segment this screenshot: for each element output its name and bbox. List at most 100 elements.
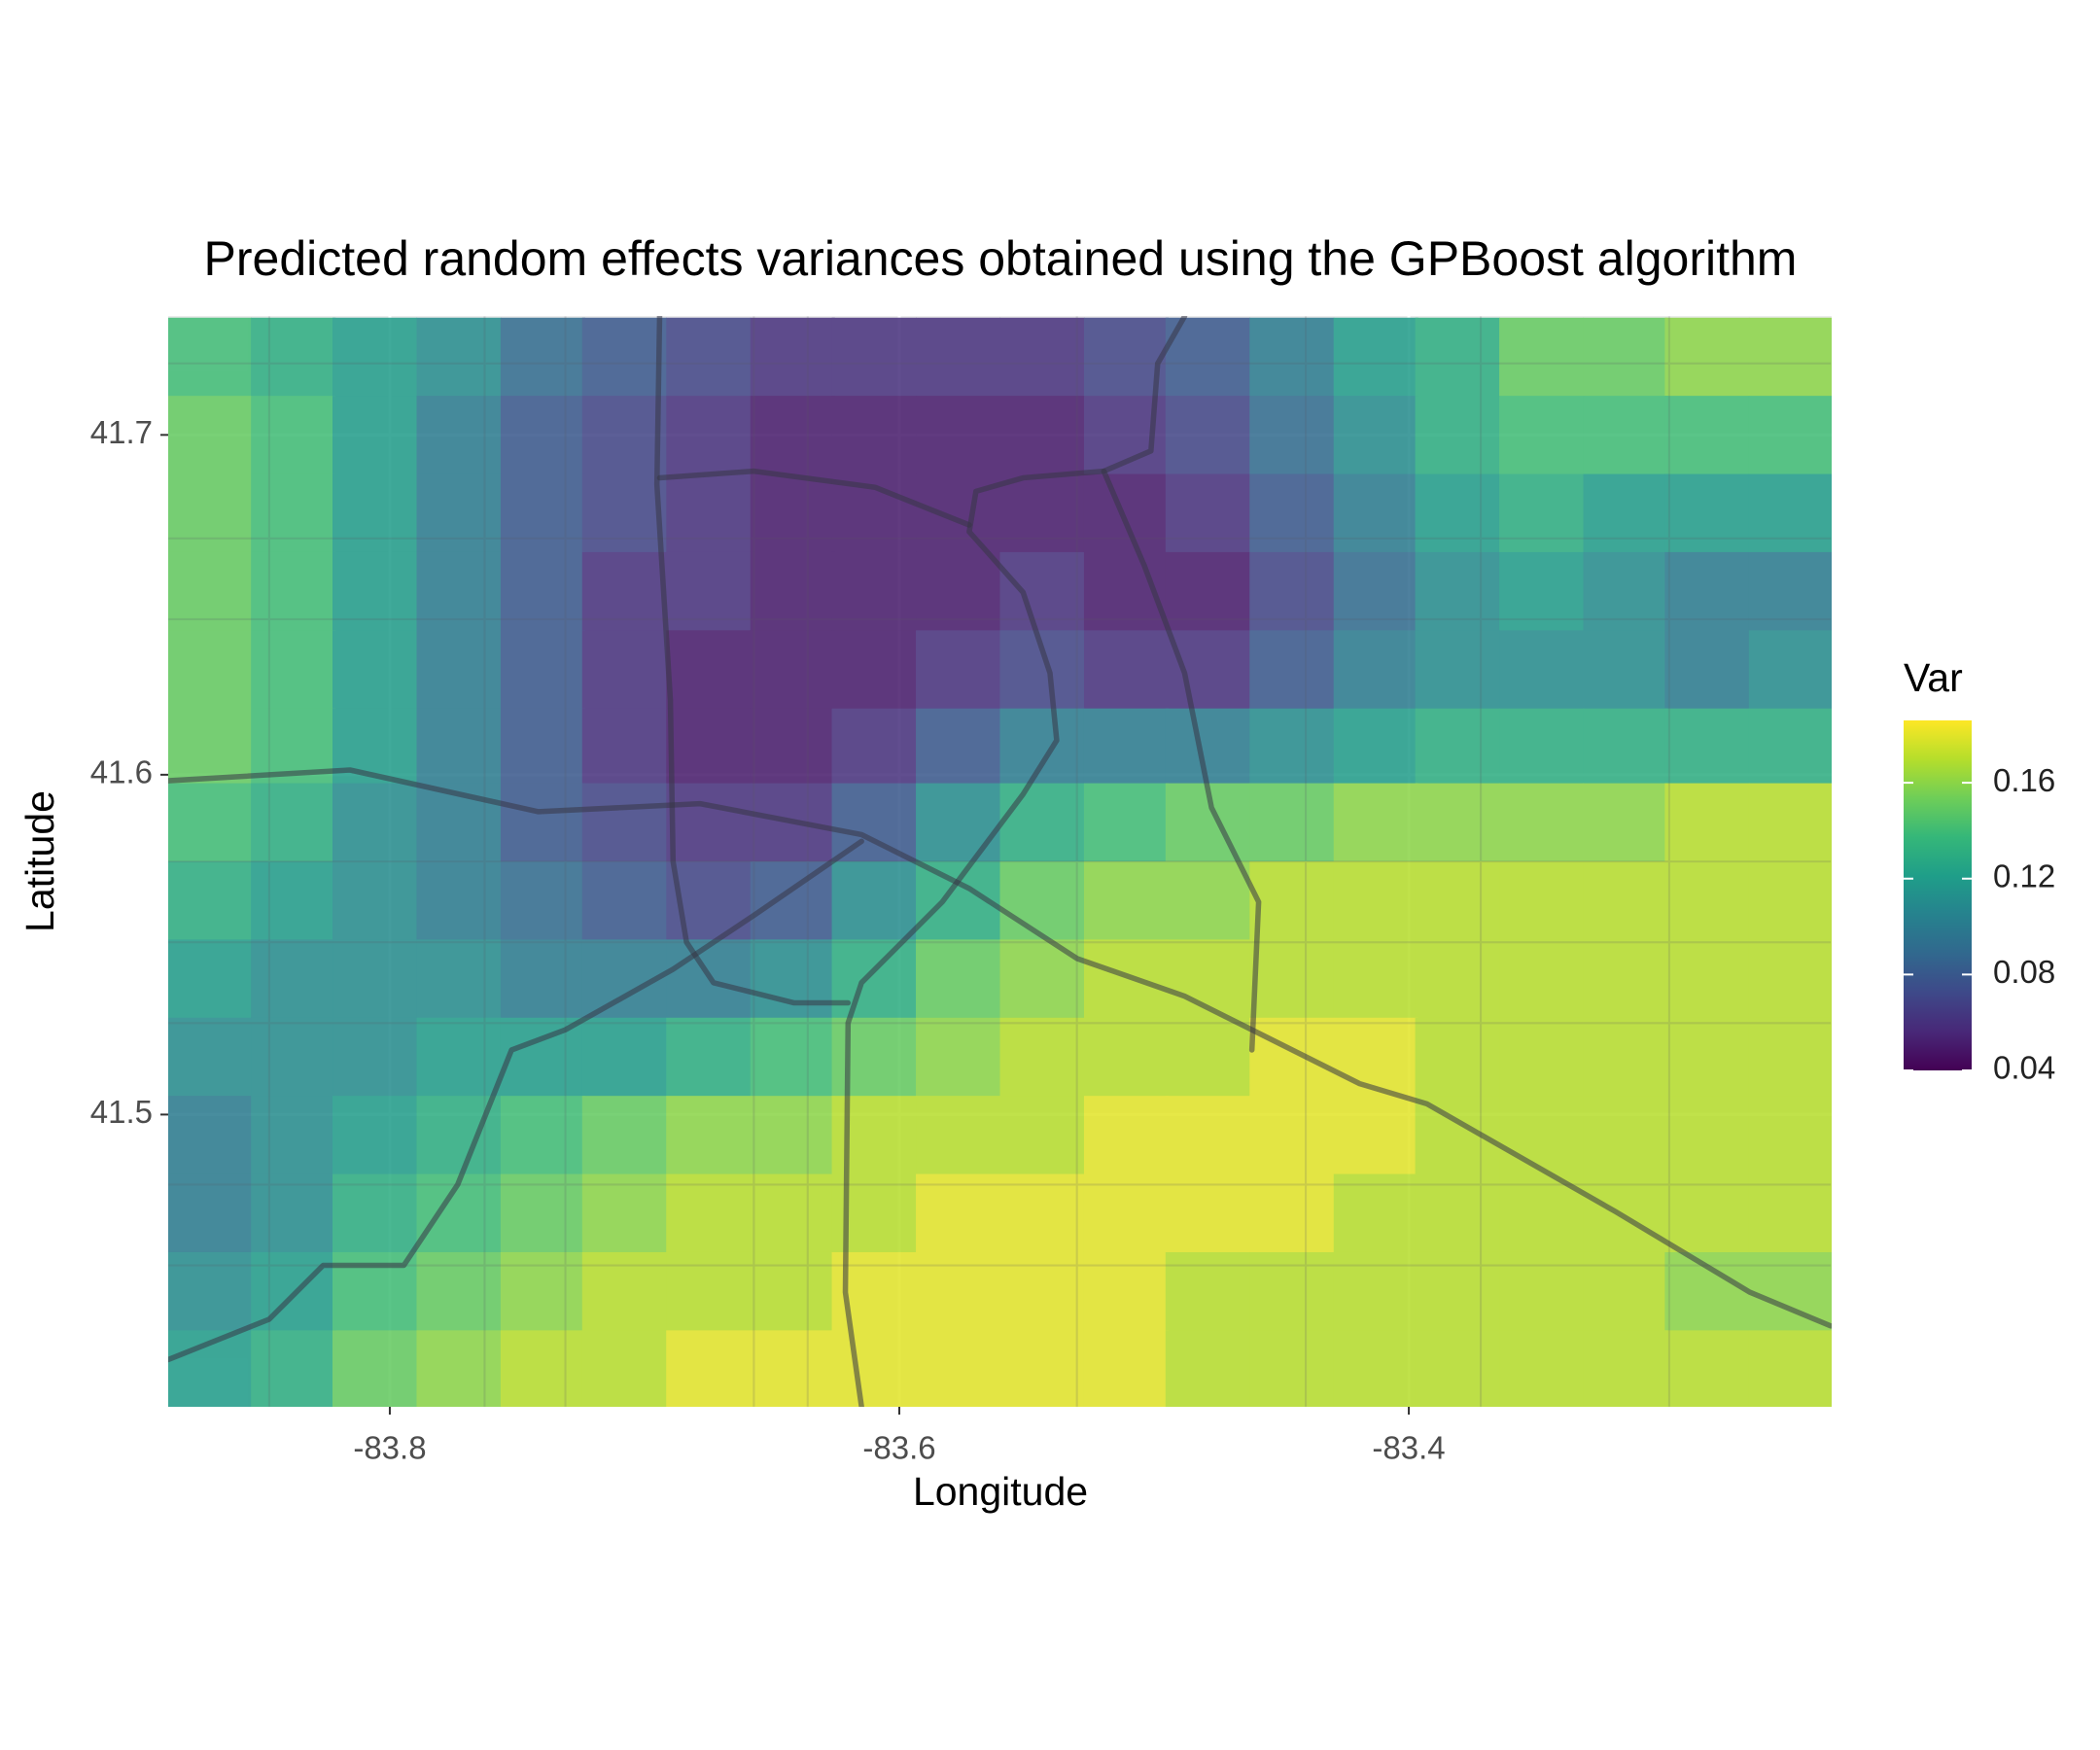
heat-cell [500,551,586,631]
heat-cell [1748,783,1832,862]
heat-cell [1583,1251,1668,1331]
heat-cell [1664,473,1750,553]
street [168,316,1832,1407]
heat-cell [1748,630,1832,710]
heat-cell [831,861,917,940]
heat-cell [831,1017,917,1097]
heat-cell [416,551,502,631]
heat-cell [1415,783,1500,862]
heat-cell [1333,1330,1418,1407]
heat-cell [416,1251,502,1331]
heat-cell [581,1173,667,1253]
heat-cell [581,551,667,631]
heat-cell [666,551,752,631]
heat-cell [1165,473,1250,553]
heat-cell [1499,317,1585,397]
heat-cell [1249,1096,1335,1175]
heat-cell [999,473,1085,553]
heat-cell [168,783,252,862]
heat-cell [831,939,917,1019]
heat-cell [168,1173,252,1253]
heat-cell [1249,473,1335,553]
heat-cell [666,1017,752,1097]
heat-cell [581,783,667,862]
road [168,767,1832,1329]
heat-cell [916,396,1001,475]
heat-cell [1165,317,1250,397]
heat-cell [1664,1017,1750,1097]
heat-cell [332,317,418,397]
heat-cell [916,630,1001,710]
heat-cell [1249,1251,1335,1331]
heat-cell [999,396,1085,475]
heat-cell [831,708,917,788]
heat-cell [1583,473,1668,553]
road [168,838,864,1363]
heat-cell [251,317,336,397]
heat-cell [750,1173,835,1253]
heat-cell [1249,630,1335,710]
heat-cell [1249,708,1335,788]
heat-cell [1415,1173,1500,1253]
heat-cell [168,473,252,553]
heat-cell [916,1096,1001,1175]
heat-cell [750,396,835,475]
x-tick-label: -83.6 [862,1430,935,1466]
heat-cell [581,861,667,940]
heat-cell [1165,396,1250,475]
heat-cell [666,1173,752,1253]
y-tick-label: 41.7 [90,414,153,450]
heat-cell [916,783,1001,862]
heat-cell [332,473,418,553]
heat-cell [500,783,586,862]
heat-cell [1083,708,1170,788]
heat-cell [1748,396,1832,475]
heat-cell [916,939,1001,1019]
heat-cell [1748,1330,1832,1407]
heat-cell [1583,1330,1668,1407]
heat-cell [1415,1330,1500,1407]
heat-cell [581,396,667,475]
heat-cell [251,630,336,710]
heat-cell [999,708,1085,788]
heat-cell [1249,939,1335,1019]
heat-cell [416,861,502,940]
heat-cell [1499,783,1585,862]
heat-cell [1583,1096,1668,1175]
heat-cell [1333,396,1418,475]
heat-cell [916,1173,1001,1253]
heat-cell [1415,708,1500,788]
heat-cell [251,473,336,553]
heat-cell [999,551,1085,631]
heat-cell [1333,551,1418,631]
heat-cell [332,1017,418,1097]
heat-cell [1583,861,1668,940]
heat-cell [666,473,752,553]
heat-cell [1083,1017,1170,1097]
heat-cell [1249,861,1335,940]
heat-cell [1664,396,1750,475]
heat-cell [1664,708,1750,788]
heat-cell [332,630,418,710]
heat-cell [999,1173,1085,1253]
heat-cell [251,1096,336,1175]
heat-cell [416,708,502,788]
heat-cell [1748,1017,1832,1097]
heat-cell [1499,1017,1585,1097]
heat-cell [666,630,752,710]
heat-cell [251,551,336,631]
heat-cell [916,1251,1001,1331]
heat-cell [168,630,252,710]
heat-cell [1499,1251,1585,1331]
heat-cell [831,317,917,397]
heat-cell [332,551,418,631]
heat-cell [168,1017,252,1097]
heat-cell [666,708,752,788]
heat-cell [251,1173,336,1253]
heat-cell [1083,1330,1170,1407]
heat-cell [332,396,418,475]
heat-cell [1748,1096,1832,1175]
heat-cell [999,1096,1085,1175]
heat-cell [1748,551,1832,631]
